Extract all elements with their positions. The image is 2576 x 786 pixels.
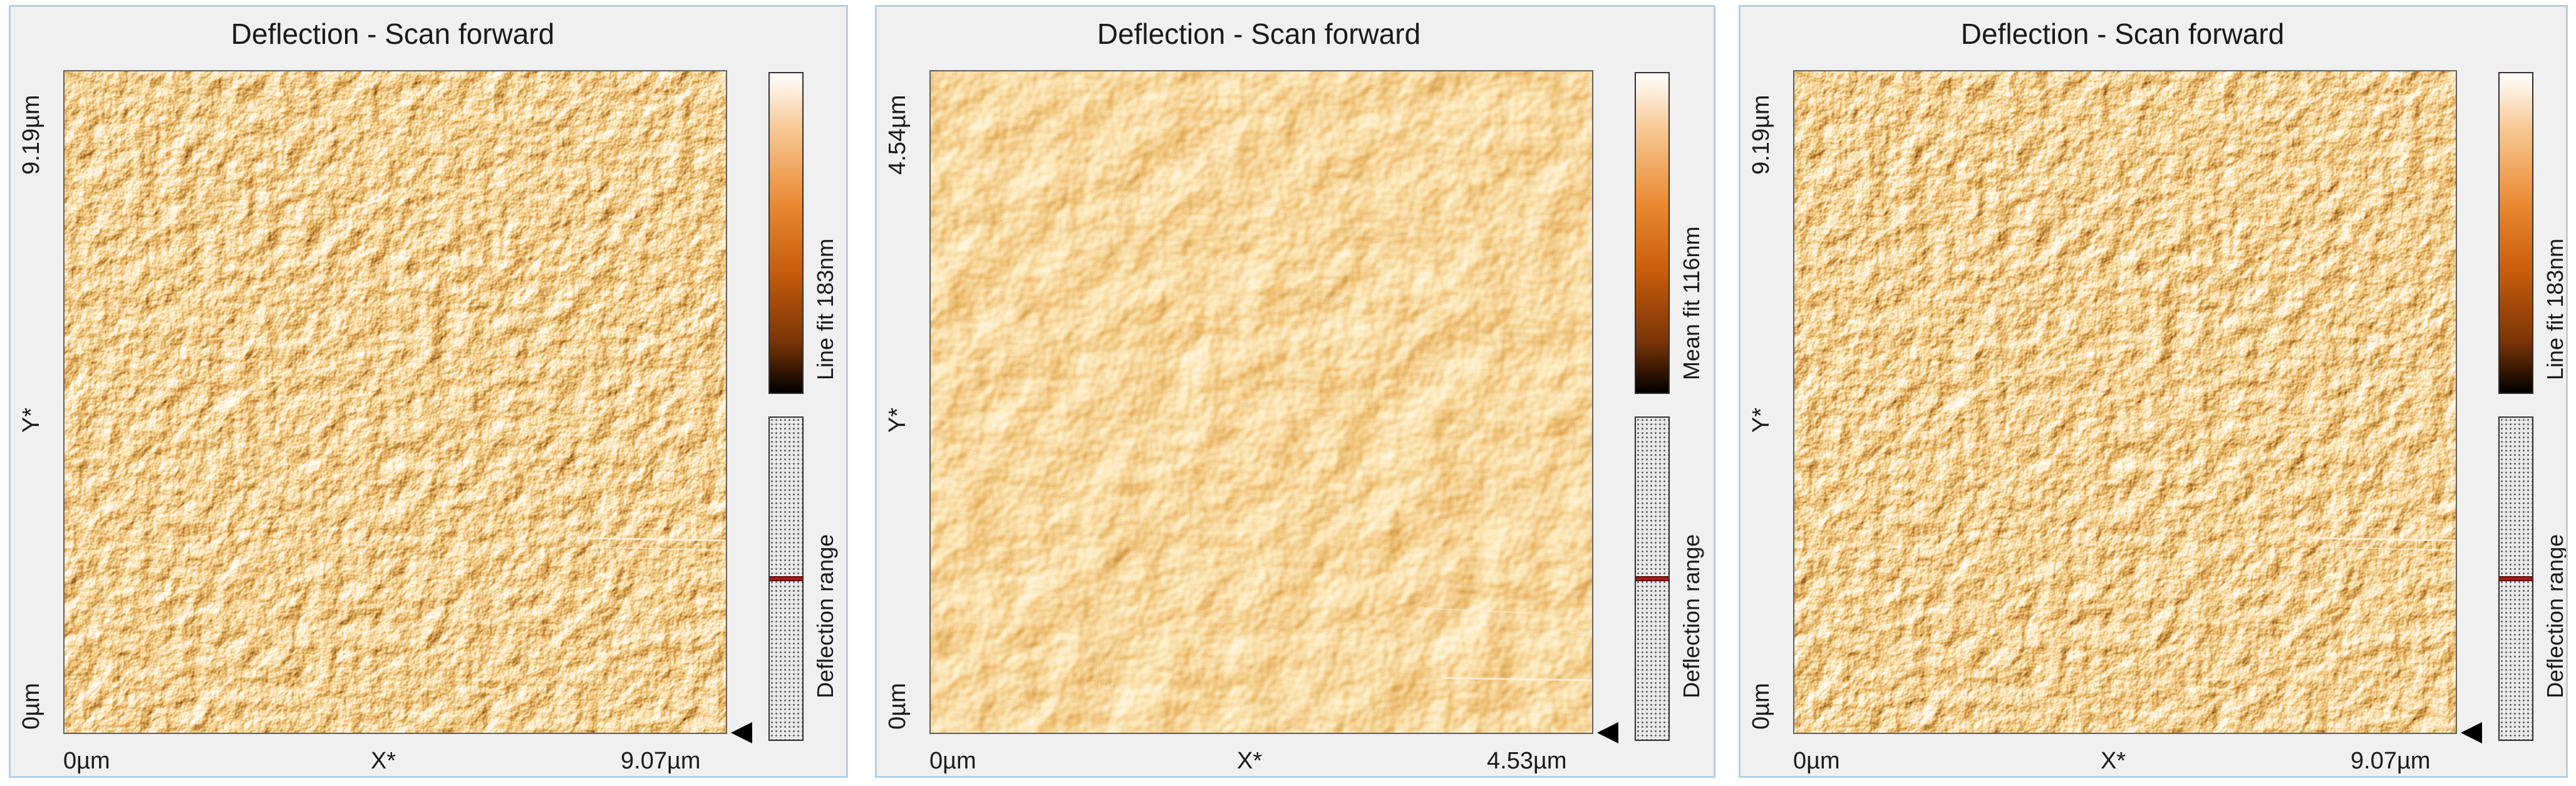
panel-title: Deflection - Scan forward [230,18,555,50]
color-scale-bar [2498,72,2533,394]
range-label: Deflection range [1679,534,1704,698]
color-scale-bar [1635,72,1670,394]
x-axis-max-label: 9.07µm [621,748,701,774]
y-axis-label: Y* [18,407,44,433]
x-axis-max-label: 9.07µm [2351,748,2431,774]
range-marker-handle[interactable] [1636,576,1668,581]
panel-title: Deflection - Scan forward [1960,18,2285,50]
scan-panel-2: Deflection - Scan forward 4.54µm Y* 0µm [875,5,1715,778]
range-marker-handle[interactable] [770,576,802,581]
range-label: Deflection range [2542,534,2568,698]
scan-panel-3: Deflection - Scan forward 9.19µm Y* 0µm [1739,5,2568,778]
range-label: Deflection range [812,534,838,698]
y-axis-min-label: 0µm [884,683,911,730]
color-scale-label: Mean fit 116nm [1679,226,1704,380]
x-axis-min-label: 0µm [63,748,110,774]
deflection-range-slider[interactable] [2498,416,2533,741]
range-marker-handle[interactable] [2500,576,2532,581]
color-scale-bar [768,72,804,394]
deflection-scan-image[interactable] [1793,70,2457,734]
deflection-scan-image[interactable] [63,70,727,734]
range-pointer-icon [1597,722,1618,743]
x-axis-label: X* [1237,748,1263,774]
y-axis-max-label: 9.19µm [18,95,44,175]
panel-title: Deflection - Scan forward [1097,18,1421,50]
range-pointer-icon [731,722,752,743]
y-axis-label: Y* [1748,407,1774,433]
y-axis-min-label: 0µm [18,683,44,730]
color-scale-label: Line fit 183nm [812,238,838,380]
range-pointer-icon [2461,722,2482,743]
y-axis-max-label: 9.19µm [1748,95,1774,175]
color-scale-label: Line fit 183nm [2542,238,2568,380]
deflection-range-slider[interactable] [768,416,804,741]
x-axis-label: X* [371,748,396,774]
x-axis-min-label: 0µm [929,748,976,774]
y-axis-min-label: 0µm [1748,683,1774,730]
x-axis-label: X* [2101,748,2126,774]
x-axis-max-label: 4.53µm [1487,748,1567,774]
deflection-scan-image[interactable] [929,70,1593,734]
x-axis-min-label: 0µm [1793,748,1840,774]
y-axis-max-label: 4.54µm [884,95,911,175]
deflection-range-slider[interactable] [1635,416,1670,741]
scan-panel-1: Deflection - Scan forward 9.19µm Y* 0µm [9,5,848,778]
y-axis-label: Y* [884,407,911,433]
